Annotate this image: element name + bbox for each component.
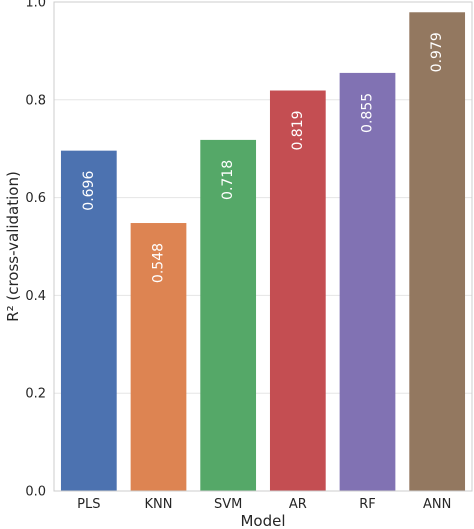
data-labels: 0.696 0.548 0.718 0.819 0.855 0.979 bbox=[81, 32, 445, 283]
bar-ann bbox=[409, 12, 466, 491]
bar-pls bbox=[60, 150, 117, 491]
bar-svm bbox=[200, 139, 257, 491]
y-tick-label: 0.2 bbox=[25, 387, 46, 402]
data-label-knn: 0.548 bbox=[151, 243, 167, 283]
y-tick-label: 0.6 bbox=[25, 191, 46, 206]
data-label-ar: 0.819 bbox=[290, 110, 306, 150]
x-tick-label: SVM bbox=[214, 497, 242, 512]
bar-rf bbox=[339, 72, 396, 491]
bars bbox=[60, 12, 466, 491]
x-axis-ticks: PLS KNN SVM AR RF ANN bbox=[77, 497, 451, 512]
x-axis-label: Model bbox=[240, 512, 285, 529]
data-label-rf: 0.855 bbox=[360, 93, 376, 133]
y-tick-label: 1.0 bbox=[25, 0, 46, 11]
data-label-ann: 0.979 bbox=[429, 32, 445, 72]
y-axis-label: R² (cross-validation) bbox=[4, 171, 22, 322]
x-tick-label: RF bbox=[359, 497, 376, 512]
x-tick-label: ANN bbox=[423, 497, 451, 512]
y-tick-label: 0.8 bbox=[25, 93, 46, 108]
x-tick-label: KNN bbox=[145, 497, 173, 512]
bar-knn bbox=[130, 223, 187, 491]
data-label-svm: 0.718 bbox=[220, 160, 236, 200]
data-label-pls: 0.696 bbox=[81, 171, 97, 211]
x-tick-label: AR bbox=[289, 497, 307, 512]
x-tick-label: PLS bbox=[77, 497, 100, 512]
plot-frame bbox=[53, 1, 473, 492]
bar-ar bbox=[269, 90, 326, 491]
y-tick-label: 0.4 bbox=[25, 289, 46, 304]
y-tick-label: 0.0 bbox=[25, 485, 46, 500]
y-axis-ticks: 0.0 0.2 0.4 0.6 0.8 1.0 bbox=[25, 0, 46, 500]
